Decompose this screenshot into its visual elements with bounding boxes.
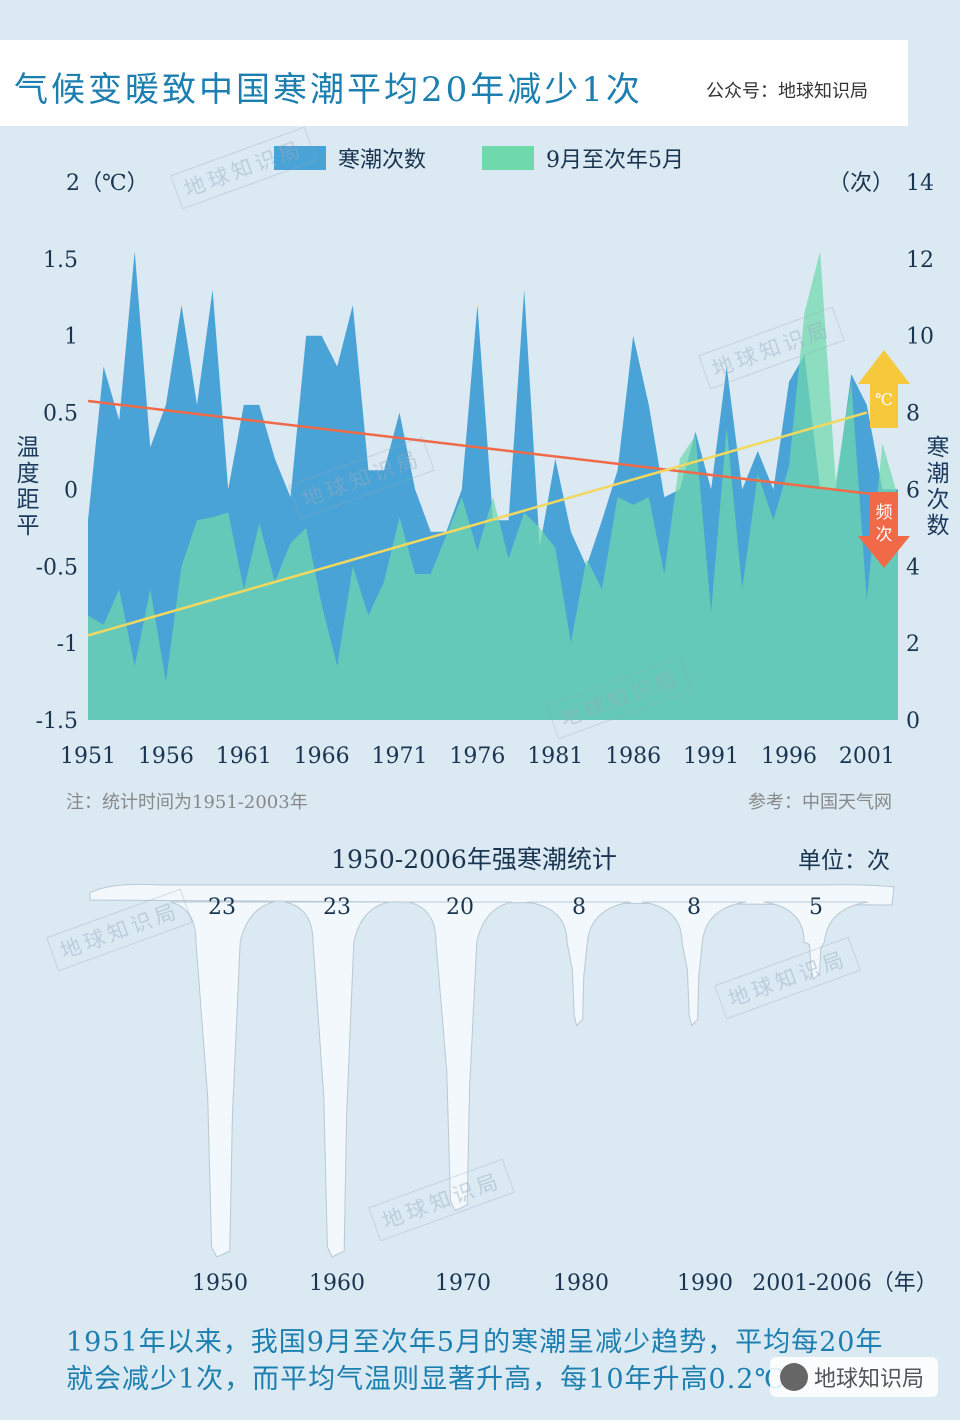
right-tick-label: 10 — [906, 325, 934, 350]
right-tick-label: 6 — [906, 478, 920, 503]
left-axis-unit: 2（℃） — [66, 171, 149, 196]
x-tick-label: 1996 — [761, 744, 817, 769]
left-axis-title-char: 温 — [17, 435, 40, 461]
left-tick-label: -1.5 — [36, 709, 78, 734]
legend-label: 寒潮次数 — [338, 148, 426, 173]
series-area-9月至次年5月 — [88, 251, 898, 720]
left-axis-title-char: 平 — [17, 513, 40, 539]
icicle-value-label: 5 — [809, 895, 823, 920]
icicle-category-label: 1970 — [435, 1271, 491, 1296]
page-title: 气候变暖致中国寒潮平均20年减少1次 — [14, 70, 643, 110]
icicle-bar — [407, 901, 513, 1212]
arrow-label: 频 — [876, 503, 893, 523]
arrow-label: 次 — [876, 525, 893, 545]
legend-swatch — [274, 146, 326, 170]
right-tick-label: 12 — [906, 248, 934, 273]
icicle-value-label: 20 — [446, 895, 474, 920]
trend-line — [87, 399, 899, 499]
left-tick-label: 0.5 — [43, 402, 78, 427]
ice-shelf — [89, 883, 895, 906]
source-account: 公众号：地球知识局 — [706, 81, 868, 102]
icicle-category-label: 1980 — [553, 1271, 609, 1296]
chart-reference: 参考：中国天气网 — [748, 792, 892, 813]
icicle-bar — [526, 901, 632, 1027]
right-tick-label: 2 — [906, 632, 920, 657]
right-tick-label: 0 — [906, 709, 920, 734]
right-axis-title-char: 次 — [927, 487, 950, 513]
left-axis-title-char: 度 — [17, 461, 40, 487]
arrow-label: ℃ — [875, 390, 893, 409]
icicle-value-label: 8 — [687, 895, 701, 920]
right-axis-unit: （次） — [828, 171, 894, 196]
left-tick-label: -1 — [57, 632, 78, 657]
summary-line-1: 1951年以来，我国9月至次年5月的寒潮呈减少趋势，平均每20年 — [66, 1327, 884, 1358]
x-tick-label: 1981 — [527, 744, 583, 769]
icicle-value-label: 23 — [323, 895, 351, 920]
left-tick-label: 1.5 — [43, 248, 78, 273]
x-tick-label: 1961 — [216, 744, 272, 769]
x-tick-label: 1971 — [372, 744, 428, 769]
chart-note: 注：统计时间为1951-2003年 — [66, 792, 308, 813]
logo-text: 地球知识局 — [814, 1367, 925, 1392]
wechat-icon — [780, 1363, 808, 1391]
title-bar — [0, 40, 908, 126]
legend-label: 9月至次年5月 — [546, 148, 684, 173]
left-tick-label: 1 — [64, 325, 78, 350]
summary-line-2: 就会减少1次，而平均气温则显著升高，每10年升高0.2℃ — [66, 1364, 785, 1395]
logo-chip: 地球知识局 — [770, 1357, 938, 1397]
icicle-value-label: 23 — [208, 895, 236, 920]
x-tick-label: 1986 — [605, 744, 661, 769]
left-tick-label: -0.5 — [36, 555, 78, 580]
legend-swatch — [482, 146, 534, 170]
icicle-chart-unit: 单位：次 — [798, 848, 890, 874]
right-tick-label: 4 — [906, 555, 920, 580]
icicle-chart-title: 1950-2006年强寒潮统计 — [331, 845, 617, 874]
icicle-category-label: 1960 — [309, 1271, 365, 1296]
icicle-bar — [763, 901, 869, 981]
x-tick-label: 1951 — [60, 744, 116, 769]
right-axis-title-char: 寒 — [927, 435, 950, 461]
right-tick-label: 14 — [906, 171, 934, 196]
x-tick-label: 1991 — [683, 744, 739, 769]
icicle-bar — [641, 901, 747, 1027]
right-axis-title-char: 潮 — [927, 461, 950, 487]
icicle-category-label: 1950 — [192, 1271, 248, 1296]
x-tick-label: 1966 — [294, 744, 350, 769]
icicle-bar — [284, 901, 390, 1258]
icicle-bar — [169, 901, 275, 1258]
icicle-category-label: 1990 — [677, 1271, 733, 1296]
x-tick-label: 1976 — [449, 744, 505, 769]
left-tick-label: 0 — [64, 478, 78, 503]
temperature-up-arrow — [858, 350, 910, 428]
icicle-value-label: 8 — [572, 895, 586, 920]
trend-line — [87, 411, 868, 637]
icicle-category-label: 2001-2006（年） — [752, 1271, 937, 1296]
x-tick-label: 1956 — [138, 744, 194, 769]
frequency-down-arrow — [858, 492, 910, 568]
summary-text: 1951年以来，我国9月至次年5月的寒潮呈减少趋势，平均每20年 就会减少1次，… — [66, 1324, 926, 1398]
left-axis-title-char: 距 — [17, 487, 40, 513]
right-axis-title-char: 数 — [927, 513, 950, 539]
right-tick-label: 8 — [906, 402, 920, 427]
x-tick-label: 2001 — [839, 744, 895, 769]
